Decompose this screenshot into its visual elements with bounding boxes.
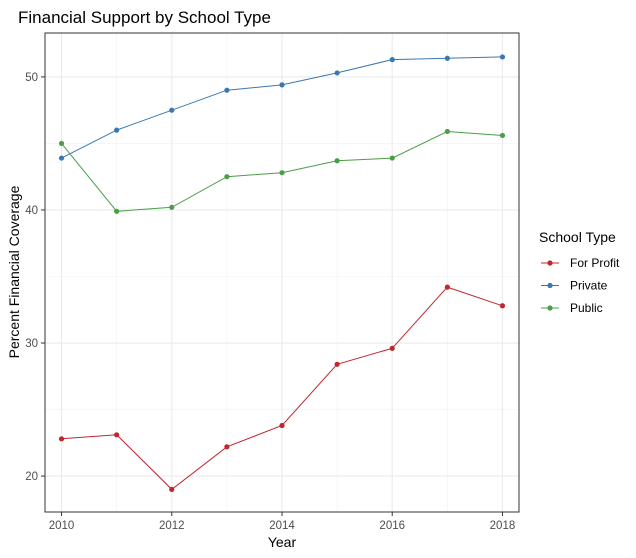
data-point-public [389, 155, 395, 161]
data-point-private [279, 82, 285, 88]
data-point-public [224, 174, 230, 180]
legend-label: Public [570, 301, 603, 315]
y-tick-label: 40 [25, 205, 38, 217]
data-point-private [114, 127, 120, 133]
series-layer [58, 54, 506, 492]
legend-label: For Profit [570, 256, 620, 270]
data-point-for-profit [224, 444, 230, 450]
grid-major [45, 33, 519, 512]
data-point-public [169, 204, 175, 210]
data-point-public [334, 158, 340, 164]
data-point-private [334, 70, 340, 76]
data-point-for-profit [499, 303, 506, 309]
data-point-public [58, 140, 65, 147]
legend-title: School Type [539, 229, 616, 245]
x-axis: 2010 2012 2014 2016 2018 [49, 512, 516, 532]
data-point-for-profit [279, 422, 285, 429]
legend-item-for-profit: For Profit [541, 256, 620, 270]
data-point-for-profit [389, 345, 395, 351]
data-point-private [444, 55, 450, 61]
legend: School Type For Profit Private Public [539, 229, 620, 315]
legend-item-public: Public [541, 301, 603, 315]
data-point-public [499, 132, 506, 139]
data-point-private [224, 87, 230, 93]
series-private [58, 54, 506, 161]
data-point-private [169, 107, 175, 113]
x-tick-label: 2010 [49, 520, 75, 532]
x-tick-label: 2018 [490, 520, 516, 532]
data-point-for-profit [444, 284, 450, 290]
x-axis-title: Year [268, 534, 297, 550]
y-tick-label: 30 [25, 338, 38, 350]
legend-key-point [547, 305, 553, 311]
data-point-for-profit [58, 436, 65, 442]
data-point-for-profit [114, 432, 120, 438]
data-point-public [114, 208, 120, 214]
legend-label: Private [570, 279, 608, 293]
data-point-for-profit [334, 361, 340, 367]
x-tick-label: 2016 [379, 520, 405, 532]
y-tick-label: 20 [25, 471, 38, 483]
series-public [58, 128, 506, 214]
data-point-public [279, 170, 285, 176]
series-for-profit [58, 284, 506, 492]
data-point-private [58, 155, 65, 161]
y-tick-label: 50 [25, 72, 38, 84]
data-point-private [499, 54, 506, 60]
x-tick-label: 2012 [159, 520, 185, 532]
data-point-private [389, 57, 395, 63]
data-point-for-profit [169, 486, 175, 492]
chart-title: Financial Support by School Type [18, 8, 271, 27]
x-tick-label: 2014 [269, 520, 295, 532]
legend-key-point [547, 260, 553, 266]
legend-key-point [547, 282, 553, 289]
legend-item-private: Private [541, 279, 608, 293]
data-point-public [444, 128, 450, 135]
y-axis-title: Percent Financial Coverage [6, 185, 22, 358]
y-axis: 20 30 40 50 [25, 72, 45, 483]
